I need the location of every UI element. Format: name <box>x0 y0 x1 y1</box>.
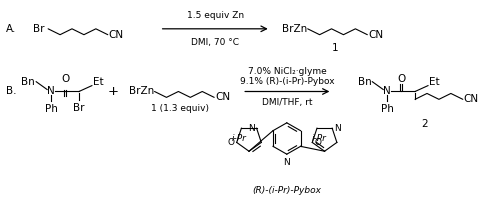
Text: i-Pr: i-Pr <box>312 134 327 143</box>
Text: Ph: Ph <box>381 104 394 114</box>
Text: Ph: Ph <box>45 104 58 114</box>
Text: +: + <box>107 85 118 98</box>
Text: O: O <box>228 138 235 147</box>
Text: DMI, 70 °C: DMI, 70 °C <box>191 38 239 47</box>
Text: B.: B. <box>6 87 17 96</box>
Text: CN: CN <box>215 92 230 102</box>
Text: BrZn: BrZn <box>129 87 154 96</box>
Text: Bn: Bn <box>357 77 371 87</box>
Text: N: N <box>47 87 55 96</box>
Text: DMI/THF, rt: DMI/THF, rt <box>262 98 313 107</box>
Text: A.: A. <box>6 24 17 34</box>
Text: i-Pr: i-Pr <box>232 134 247 143</box>
Text: Br: Br <box>33 24 45 34</box>
Text: BrZn: BrZn <box>282 24 307 34</box>
Text: N: N <box>283 158 290 167</box>
Text: 2: 2 <box>421 119 428 129</box>
Text: CN: CN <box>464 94 479 104</box>
Text: N: N <box>248 124 254 133</box>
Text: O: O <box>397 74 405 84</box>
Text: CN: CN <box>368 30 384 40</box>
Text: Br: Br <box>73 103 84 113</box>
Text: Et: Et <box>93 77 103 87</box>
Text: N: N <box>383 87 391 96</box>
Text: O: O <box>314 138 321 147</box>
Text: O: O <box>61 74 69 84</box>
Text: 1: 1 <box>332 43 339 52</box>
Text: 1.5 equiv Zn: 1.5 equiv Zn <box>187 11 244 20</box>
Text: Bn: Bn <box>21 77 35 87</box>
Text: 7.0% NiCl₂·glyme: 7.0% NiCl₂·glyme <box>248 67 327 76</box>
Text: Et: Et <box>429 77 440 87</box>
Text: N: N <box>334 124 341 133</box>
Text: CN: CN <box>109 30 124 40</box>
Text: 1 (1.3 equiv): 1 (1.3 equiv) <box>152 104 209 113</box>
Text: 9.1% (R)-(​i-Pr)-Pybox: 9.1% (R)-(​i-Pr)-Pybox <box>240 77 334 86</box>
Text: (R)-(i-Pr)-Pybox: (R)-(i-Pr)-Pybox <box>252 186 321 194</box>
